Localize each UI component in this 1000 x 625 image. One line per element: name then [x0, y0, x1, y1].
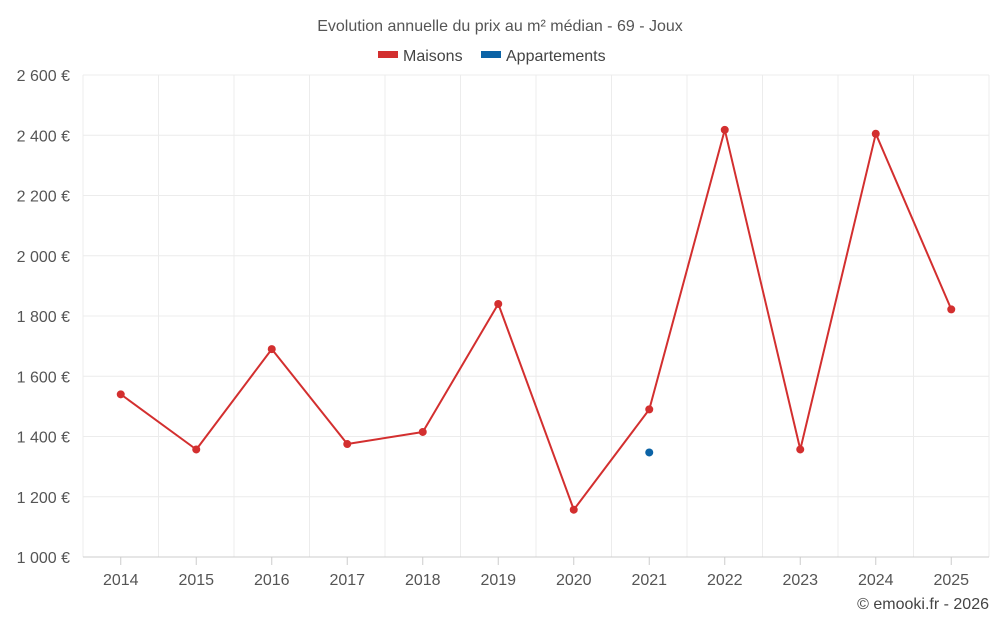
y-tick-label: 2 000 € — [17, 249, 70, 266]
legend-swatch-maisons — [378, 51, 398, 58]
x-tick-label: 2022 — [707, 572, 743, 589]
legend-item-appartements[interactable]: Appartements — [481, 48, 606, 65]
x-tick-label: 2016 — [254, 572, 290, 589]
x-tick-label: 2024 — [858, 572, 894, 589]
data-point-maisons[interactable] — [569, 505, 578, 514]
x-axis-ticks: 2014 2015 2016 2017 2018 2019 2020 2021 2022 2023… — [103, 557, 969, 589]
data-point-maisons[interactable] — [720, 125, 729, 134]
y-tick-label: 1 400 € — [17, 430, 70, 447]
x-tick-label: 2020 — [556, 572, 592, 589]
y-tick-label: 2 400 € — [17, 128, 70, 145]
x-tick-label: 2021 — [631, 572, 667, 589]
gridlines — [82, 74, 990, 558]
x-tick-label: 2025 — [933, 572, 969, 589]
data-point-maisons[interactable] — [192, 445, 201, 454]
y-tick-label: 2 600 € — [17, 68, 70, 85]
data-point-maisons[interactable] — [494, 299, 503, 308]
data-point-maisons[interactable] — [947, 305, 956, 314]
x-tick-label: 2015 — [178, 572, 214, 589]
y-tick-label: 1 200 € — [17, 490, 70, 507]
x-tick-label: 2023 — [782, 572, 818, 589]
series-line-maisons — [120, 128, 953, 511]
data-point-appartements[interactable] — [645, 448, 654, 457]
y-tick-label: 1 000 € — [17, 550, 70, 567]
x-tick-label: 2014 — [103, 572, 139, 589]
series-lines — [120, 128, 953, 511]
y-tick-label: 1 600 € — [17, 369, 70, 386]
legend-item-maisons[interactable]: Maisons — [378, 48, 463, 65]
data-point-maisons[interactable] — [343, 440, 352, 449]
data-point-maisons[interactable] — [871, 129, 880, 138]
data-point-maisons[interactable] — [418, 427, 427, 436]
chart-credit: © emooki.fr - 2026 — [857, 596, 989, 613]
y-tick-label: 2 200 € — [17, 189, 70, 206]
chart-legend: Maisons Appartements — [378, 48, 606, 65]
legend-swatch-appartements — [481, 51, 501, 58]
legend-label-appartements: Appartements — [506, 48, 606, 65]
y-axis-ticks: 1 000 € 1 200 € 1 400 € 1 600 € 1 800 € 2 000… — [17, 68, 70, 567]
series-points — [116, 125, 956, 514]
x-tick-label: 2017 — [329, 572, 365, 589]
data-point-maisons[interactable] — [267, 345, 276, 354]
chart-title: Evolution annuelle du prix au m² médian … — [317, 18, 683, 35]
data-point-maisons[interactable] — [796, 445, 805, 454]
data-point-maisons[interactable] — [645, 405, 654, 414]
x-tick-label: 2019 — [480, 572, 516, 589]
x-tick-label: 2018 — [405, 572, 441, 589]
data-point-maisons[interactable] — [116, 390, 125, 399]
y-tick-label: 1 800 € — [17, 309, 70, 326]
legend-label-maisons: Maisons — [403, 48, 463, 65]
